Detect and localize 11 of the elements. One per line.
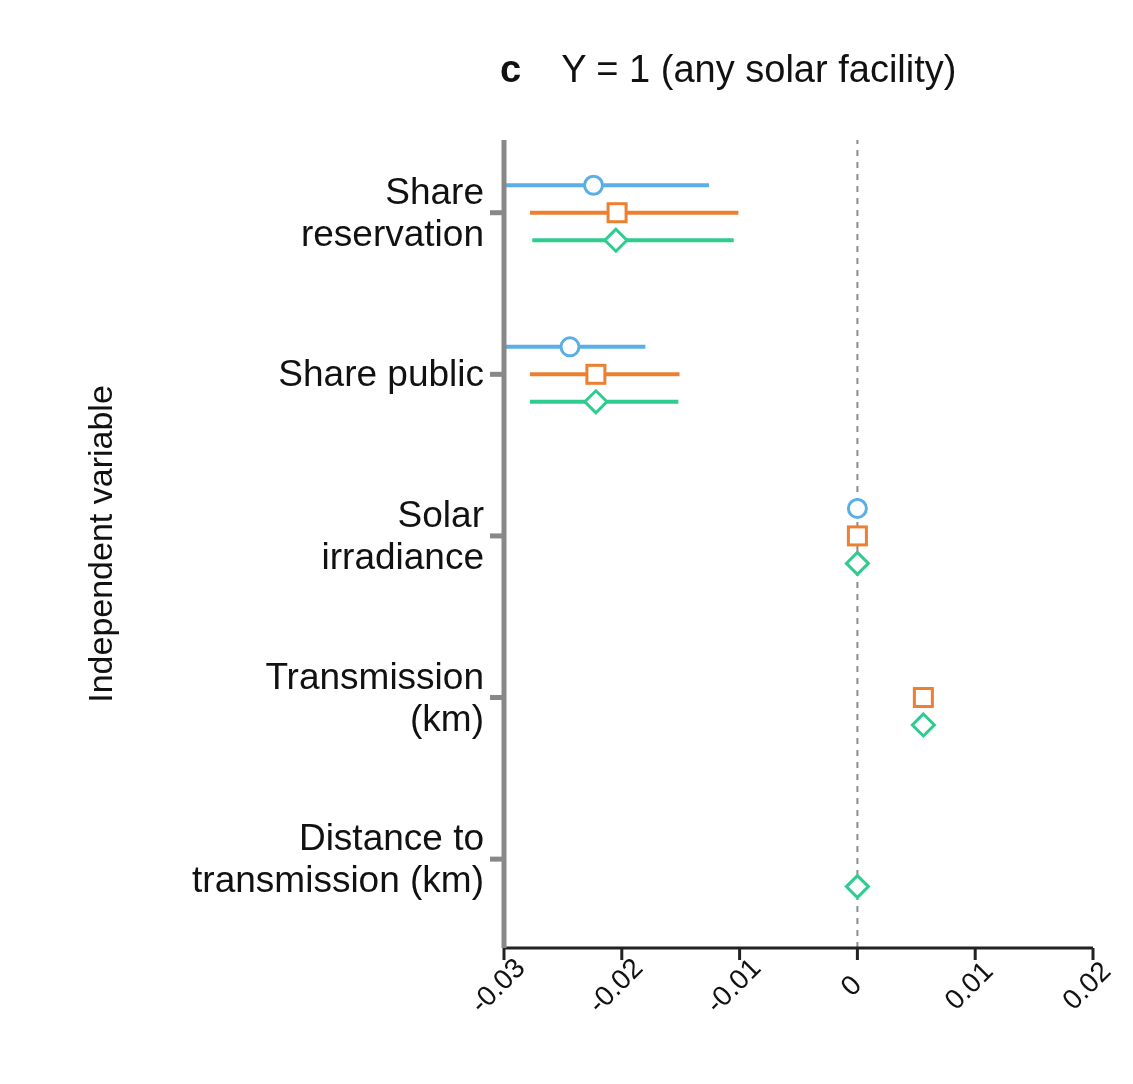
chart-title: Y = 1 (any solar facility) [561, 48, 957, 90]
y-axis-title: Independent variable [81, 385, 120, 703]
y-tick-label: Share public [278, 353, 484, 395]
x-tick-label: 0 [834, 968, 868, 1002]
text: c [500, 48, 522, 90]
y-tick-label: Share reservation [300, 170, 484, 254]
y-tick-label: Distance to transmission (km) [192, 817, 484, 901]
y-tick-label: Transmission (km) [265, 655, 484, 739]
x-tick-label: 0.02 [1056, 955, 1117, 1016]
x-tick-label: 0.01 [938, 955, 999, 1016]
y-tick-label: Solar irradiance [321, 493, 484, 577]
